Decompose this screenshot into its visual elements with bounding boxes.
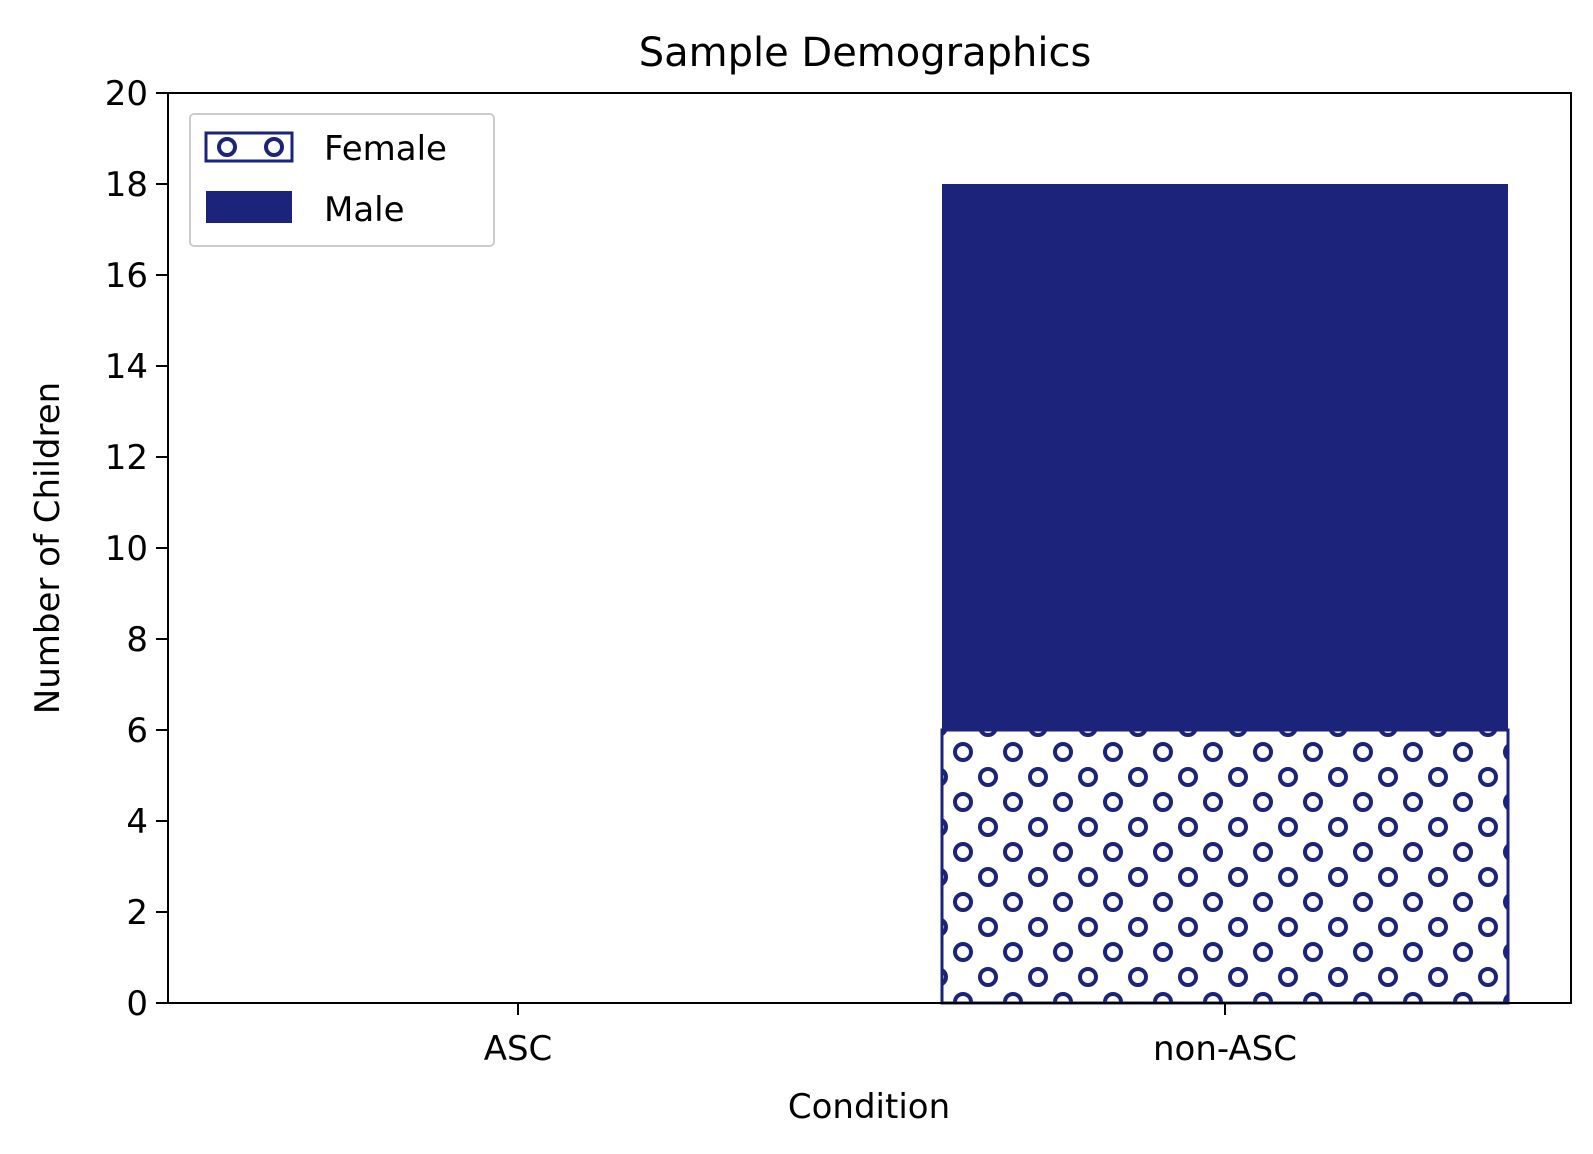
y-tick-label: 4 — [126, 802, 148, 842]
legend-label-female: Female — [324, 129, 447, 169]
legend-label-male: Male — [324, 190, 405, 230]
y-axis: 0 2 4 6 8 10 12 14 16 18 20 — [105, 74, 168, 1024]
bar-female-non-asc — [940, 728, 1510, 1005]
x-tick-label: ASC — [484, 1029, 553, 1069]
y-tick-label: 6 — [126, 711, 148, 751]
y-tick-label: 0 — [126, 984, 148, 1024]
bar-male-non-asc — [942, 184, 1508, 730]
x-axis: ASC non-ASC — [484, 1003, 1297, 1069]
y-tick-label: 18 — [105, 165, 148, 205]
y-tick-label: 2 — [126, 893, 148, 933]
legend-swatch-female-circle — [217, 137, 237, 157]
chart-title: Sample Demographics — [639, 30, 1092, 76]
y-axis-label: Number of Children — [28, 382, 68, 714]
x-axis-label: Condition — [788, 1087, 950, 1127]
legend-swatch-male — [206, 191, 292, 223]
legend-swatch-female-circle — [264, 137, 284, 157]
legend-swatch-female — [204, 131, 294, 163]
y-tick-label: 20 — [105, 74, 148, 114]
x-tick-label: non-ASC — [1153, 1029, 1297, 1069]
y-tick-label: 10 — [105, 529, 148, 569]
y-tick-label: 8 — [126, 620, 148, 660]
bars-group — [235, 184, 1510, 1005]
y-tick-label: 14 — [105, 347, 148, 387]
y-tick-label: 16 — [105, 256, 148, 296]
y-tick-label: 12 — [105, 438, 148, 478]
legend: Female Male — [189, 113, 495, 247]
